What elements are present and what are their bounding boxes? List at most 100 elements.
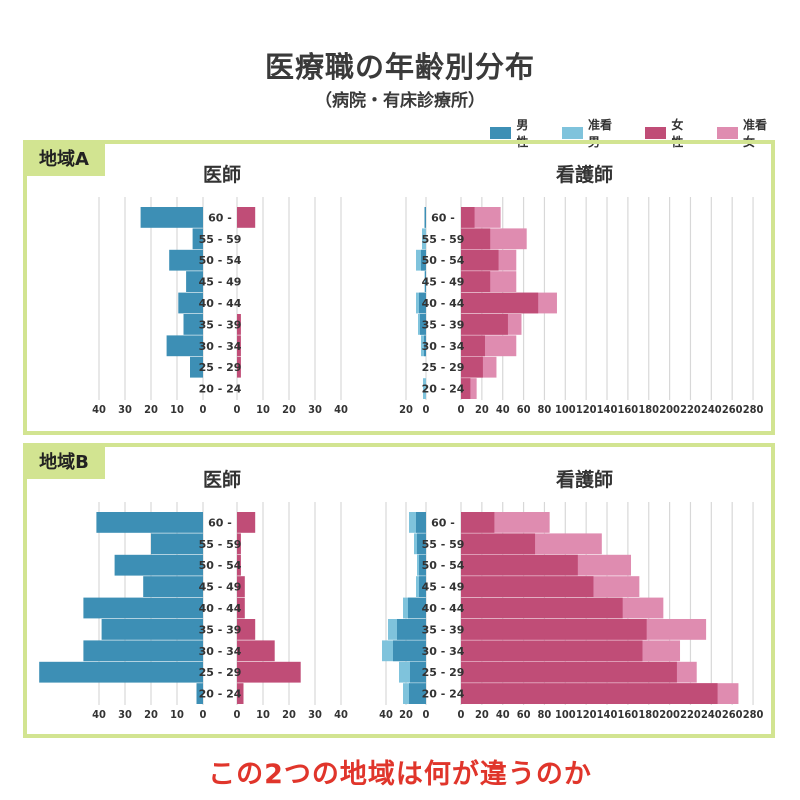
bar-female [237, 314, 241, 335]
age-label: 55 - 59 [199, 233, 242, 246]
legend-swatch-female [645, 127, 667, 139]
age-label: 60 - [208, 211, 232, 224]
axis-tick: 160 [618, 708, 639, 721]
bar-female [237, 576, 245, 597]
bar-female [237, 683, 244, 704]
age-label: 25 - 29 [422, 361, 465, 374]
bar-male [397, 619, 426, 640]
chart-subtitle: （病院・有床診療所） [315, 91, 485, 111]
axis-tick: 140 [597, 708, 618, 721]
axis-tick: 0 [234, 403, 241, 416]
region-a-panel: 地域A [23, 140, 775, 435]
bar-female [461, 576, 594, 597]
bar-male [393, 640, 426, 662]
bar-female [461, 228, 491, 250]
bar-female [237, 619, 256, 640]
bar-male [425, 271, 426, 292]
bar-female [461, 512, 495, 533]
age-label: 60 - [431, 211, 455, 224]
bar-male [424, 207, 426, 228]
legend-swatch-male [490, 127, 512, 139]
axis-tick: 200 [659, 403, 680, 416]
pyramid-chart-3: 40 20 0 0 20 40 60 80 100 120 140 160 180 200 220 240 26… [379, 502, 763, 721]
axis-tick: 280 [743, 708, 764, 721]
bar-male [140, 207, 203, 228]
axis-tick: 10 [170, 708, 184, 721]
bar-female [237, 597, 245, 619]
axis-tick: 0 [200, 708, 207, 721]
age-label: 40 - 44 [199, 602, 242, 615]
axis-tick: 20 [144, 403, 158, 416]
age-label: 25 - 29 [199, 666, 242, 679]
legend-swatch-assoc-male [561, 127, 584, 139]
bar-assoc-male [422, 228, 426, 250]
axis-tick: 120 [576, 403, 597, 416]
bar-male [190, 356, 203, 378]
bar-male [166, 335, 203, 357]
region-a-physician-title: 医師 [203, 164, 242, 186]
axis-tick: 60 [517, 403, 531, 416]
age-label: 25 - 29 [199, 361, 242, 374]
bar-female [461, 378, 471, 399]
bar-male [83, 597, 203, 619]
age-label: 30 - 34 [199, 340, 242, 353]
legend-swatch-assoc-female [716, 127, 739, 139]
bar-male [424, 335, 426, 357]
bar-male [96, 512, 203, 533]
age-label: 30 - 34 [199, 645, 242, 658]
axis-tick: 200 [659, 708, 680, 721]
age-label: 20 - 24 [422, 688, 465, 701]
axis-tick: 80 [538, 708, 552, 721]
age-label: 30 - 34 [422, 340, 465, 353]
bar-female [461, 249, 499, 271]
axis-tick: 40 [92, 403, 106, 416]
region-b-nurse-title: 看護師 [556, 469, 614, 491]
bar-female [237, 335, 241, 357]
axis-tick: 10 [256, 403, 270, 416]
age-label: 50 - 54 [199, 254, 242, 267]
bar-male [114, 554, 203, 576]
bar-assoc-male [421, 335, 426, 357]
bar-male [419, 576, 426, 597]
axis-tick: 40 [496, 403, 510, 416]
axis-tick: 0 [458, 708, 465, 721]
bar-male [178, 292, 203, 314]
axis-tick: 20 [282, 708, 296, 721]
bar-female [461, 335, 485, 357]
axis-tick: 260 [722, 403, 743, 416]
age-label: 40 - 44 [422, 602, 465, 615]
bar-male [410, 661, 426, 683]
bar-female [461, 619, 647, 640]
bar-female [237, 661, 301, 683]
axis-tick: 120 [576, 708, 597, 721]
age-label: 50 - 54 [199, 559, 242, 572]
axis-tick: 30 [308, 403, 322, 416]
caption: この2つの地域は何が違うのか [208, 759, 592, 790]
bar-female [461, 356, 483, 378]
chart-title: 医療職の年齢別分布 [264, 50, 535, 84]
axis-tick: 0 [423, 708, 430, 721]
axis-tick: 40 [496, 708, 510, 721]
axis-tick: 20 [399, 403, 413, 416]
bar-male [419, 554, 426, 576]
axis-tick: 40 [334, 708, 348, 721]
bar-male [183, 314, 203, 335]
axis-tick: 60 [517, 708, 531, 721]
axis-tick: 30 [308, 708, 322, 721]
axis-tick: 20 [475, 403, 489, 416]
age-label: 25 - 29 [422, 666, 465, 679]
axis-tick: 100 [555, 708, 576, 721]
age-label: 60 - [208, 516, 232, 529]
legend-item-male: 男性 [490, 116, 540, 150]
bar-female [461, 207, 475, 228]
age-label: 50 - 54 [422, 254, 465, 267]
bar-female [461, 554, 578, 576]
age-label: 20 - 24 [199, 383, 242, 396]
bar-female [461, 533, 536, 555]
axis-tick: 10 [170, 403, 184, 416]
axis-tick: 220 [680, 403, 701, 416]
bar-male [143, 576, 203, 597]
axis-tick: 30 [118, 403, 132, 416]
bar-female [461, 597, 623, 619]
axis-tick: 220 [680, 708, 701, 721]
